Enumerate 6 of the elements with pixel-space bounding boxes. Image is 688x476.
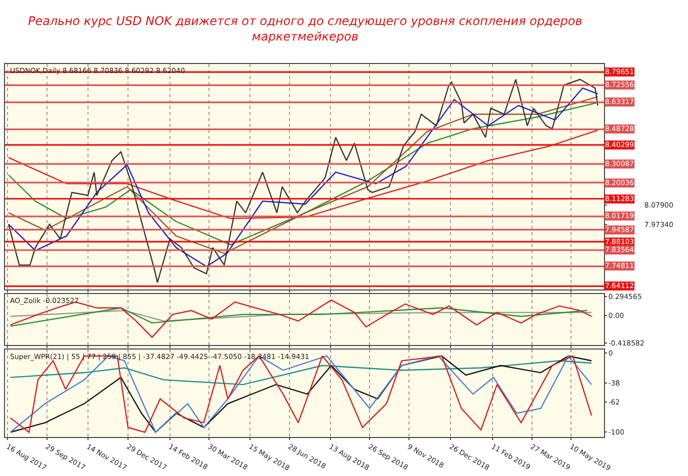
line-series <box>10 299 592 338</box>
line-series <box>10 307 588 327</box>
line-series <box>10 355 592 433</box>
chart-title: Реально курс USD NOK движется от одного до следующего уровня скопления ордеров маркетмейкеров <box>28 14 582 44</box>
line-series <box>10 360 592 386</box>
line-series <box>8 130 598 220</box>
